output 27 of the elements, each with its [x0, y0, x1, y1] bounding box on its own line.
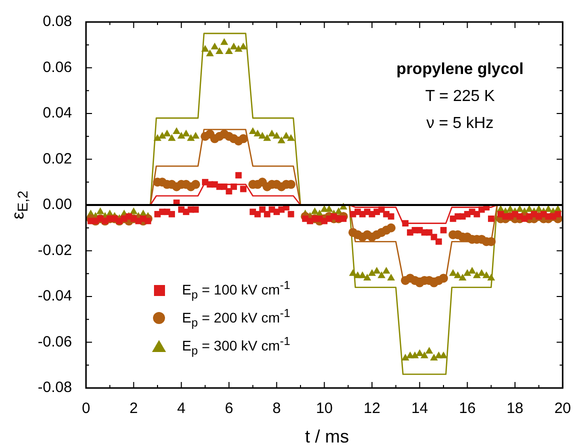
legend-label: E$_{p}$ = 300 kV cm$^{-1}$ — [182, 334, 290, 358]
x-tick-label: 2 — [129, 400, 138, 418]
annotation: T = 225 K — [425, 88, 495, 106]
y-tick-label: 0.04 — [42, 104, 72, 122]
y-tick-label: -0.06 — [38, 333, 72, 350]
y-tick-label: 0.08 — [42, 13, 72, 30]
y-tick-label: -0.08 — [38, 379, 72, 396]
legend-label: E$_{p}$ = 100 kV cm$^{-1}$ — [182, 278, 290, 302]
x-tick-label: 0 — [82, 400, 90, 418]
x-tick-label: 14 — [411, 400, 428, 418]
x-axis-title: t / ms — [305, 426, 349, 447]
x-tick-label: 16 — [458, 400, 476, 418]
x-tick-label: 12 — [364, 400, 380, 418]
y-tick-label: 0.02 — [42, 150, 72, 168]
y-tick-label: 0.00 — [42, 196, 72, 214]
y-tick-label: -0.02 — [38, 242, 72, 259]
x-tick-label: 20 — [554, 400, 571, 418]
legend-label: E$_{p}$ = 200 kV cm$^{-1}$ — [182, 306, 290, 330]
x-tick-label: 4 — [177, 400, 186, 418]
y-tick-label: -0.04 — [38, 288, 72, 305]
x-tick-label: 10 — [316, 400, 333, 418]
x-tick-label: 6 — [224, 400, 234, 418]
annotation: ν = 5 kHz — [426, 115, 494, 133]
annotation: propylene glycol — [396, 61, 524, 79]
y-tick-label: 0.06 — [42, 58, 72, 76]
x-tick-label: 8 — [272, 400, 281, 418]
x-tick-label: 18 — [506, 400, 524, 418]
